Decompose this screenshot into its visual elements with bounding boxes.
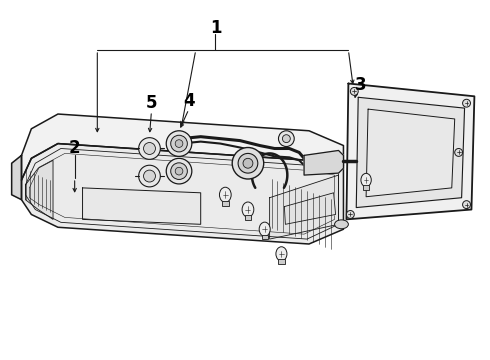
Bar <box>278 259 285 264</box>
Circle shape <box>463 99 470 107</box>
Polygon shape <box>22 144 343 244</box>
Circle shape <box>139 138 160 159</box>
Polygon shape <box>82 188 201 224</box>
Text: 5: 5 <box>146 94 157 112</box>
Circle shape <box>166 158 192 184</box>
Circle shape <box>282 135 290 143</box>
Ellipse shape <box>335 220 348 229</box>
Text: 1: 1 <box>210 19 221 37</box>
Circle shape <box>144 170 155 182</box>
Polygon shape <box>346 84 474 219</box>
Text: 3: 3 <box>354 76 366 94</box>
Ellipse shape <box>361 174 371 186</box>
Text: 4: 4 <box>183 92 195 110</box>
Circle shape <box>144 143 155 154</box>
Circle shape <box>346 211 354 219</box>
Ellipse shape <box>276 247 287 261</box>
Circle shape <box>171 135 187 152</box>
Bar <box>245 215 251 220</box>
Circle shape <box>243 158 253 168</box>
Polygon shape <box>304 150 343 175</box>
Text: 2: 2 <box>69 139 80 157</box>
Polygon shape <box>284 193 336 224</box>
Circle shape <box>455 148 463 156</box>
Bar <box>262 235 268 239</box>
Polygon shape <box>366 109 455 197</box>
Circle shape <box>175 167 183 175</box>
Circle shape <box>171 163 187 179</box>
Ellipse shape <box>220 187 231 202</box>
Polygon shape <box>270 175 339 239</box>
Circle shape <box>463 201 470 208</box>
Ellipse shape <box>242 202 254 217</box>
Circle shape <box>232 148 264 179</box>
Polygon shape <box>22 114 343 180</box>
Bar <box>222 201 229 206</box>
Circle shape <box>278 131 294 147</box>
Ellipse shape <box>259 222 270 236</box>
Polygon shape <box>12 156 22 200</box>
Bar <box>363 185 369 190</box>
Polygon shape <box>25 160 53 219</box>
Circle shape <box>139 165 160 187</box>
Circle shape <box>238 153 258 173</box>
Circle shape <box>350 87 358 95</box>
Polygon shape <box>356 97 465 208</box>
Circle shape <box>166 131 192 156</box>
Circle shape <box>175 140 183 147</box>
